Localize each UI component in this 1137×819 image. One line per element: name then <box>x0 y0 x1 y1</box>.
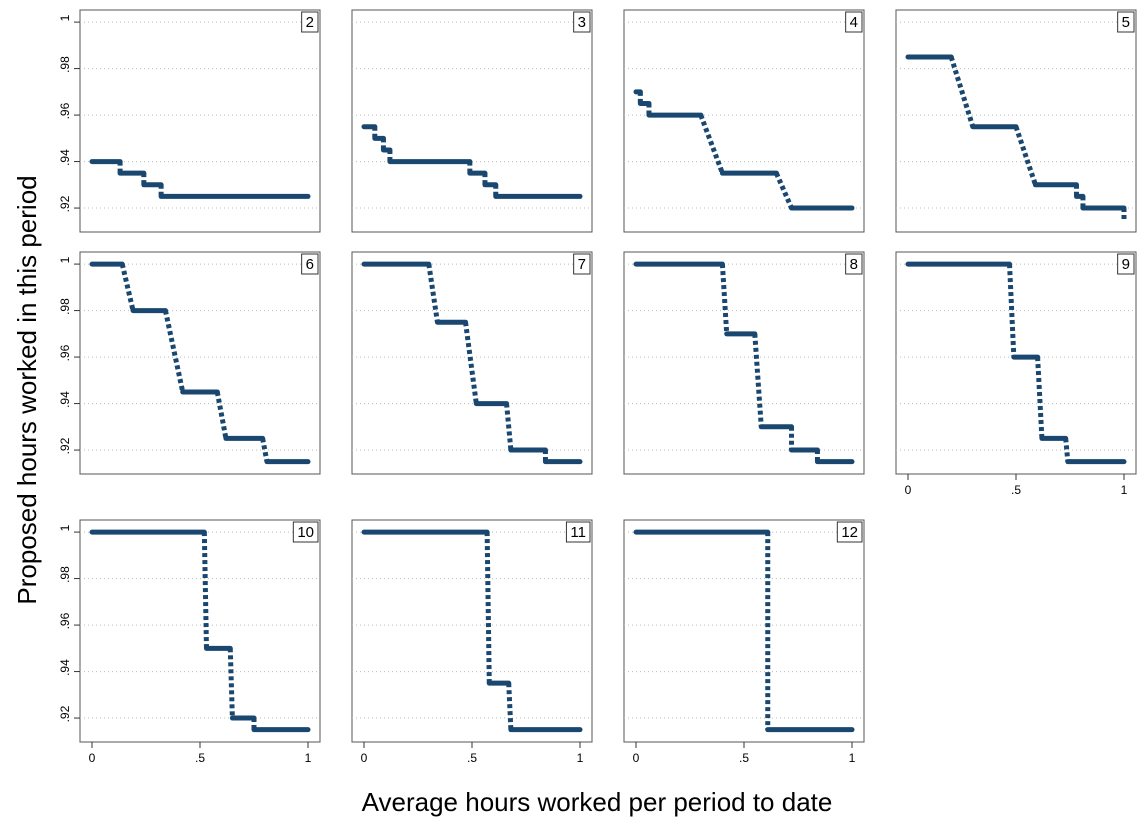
x-tick-label: 1 <box>1121 483 1128 497</box>
panel-label: 5 <box>1122 14 1130 31</box>
x-axis-title: Average hours worked per period to date <box>362 787 833 817</box>
panel-label-box <box>301 11 319 33</box>
step-drop <box>214 391 229 439</box>
y-tick-label: .94 <box>58 391 72 408</box>
x-tick-label: .5 <box>739 751 749 765</box>
step-drop <box>227 648 235 719</box>
y-tick-label: .94 <box>58 659 72 676</box>
step-drop <box>752 333 764 427</box>
y-tick-label: .96 <box>58 102 72 119</box>
x-tick-label: 0 <box>633 751 640 765</box>
x-tick-label: .5 <box>467 751 477 765</box>
step-drop <box>504 403 514 451</box>
panel-label-box <box>1117 253 1135 275</box>
panel-label: 7 <box>578 256 586 273</box>
y-tick-label: .94 <box>58 149 72 166</box>
panel-label: 2 <box>306 14 314 31</box>
panel-label-box <box>845 11 863 33</box>
panel-label: 11 <box>570 524 586 541</box>
panel-label-box <box>845 253 863 275</box>
step-drop <box>426 263 440 323</box>
step-drop <box>698 114 725 175</box>
panel-frame <box>351 519 593 743</box>
x-tick-label: 1 <box>577 751 584 765</box>
panel-frame <box>79 519 321 743</box>
y-tick-label: .98 <box>58 298 72 315</box>
step-drop <box>948 56 976 128</box>
step-drop <box>119 263 136 312</box>
panel-label: 4 <box>850 14 858 31</box>
x-tick-label: 1 <box>305 751 312 765</box>
panel-frame <box>623 519 865 743</box>
panel-label-box <box>292 521 319 543</box>
panel-label: 3 <box>578 14 586 31</box>
x-tick-label: 1 <box>849 751 856 765</box>
panel: 0 .5 1 12 <box>623 519 865 765</box>
step-drop <box>719 263 730 334</box>
y-tick-label: 1 <box>58 256 72 263</box>
panel-label-box <box>573 11 591 33</box>
panel-label-box <box>301 253 319 275</box>
x-tick-label: 0 <box>905 483 912 497</box>
y-tick-label: 1 <box>58 14 72 21</box>
panel: 7 <box>351 251 593 475</box>
panel: 0 .5 1 9 <box>895 251 1137 497</box>
step-drop <box>1013 125 1038 186</box>
step-drop <box>1063 438 1071 462</box>
y-tick-label: 1 <box>58 524 72 531</box>
panel-label: 9 <box>1122 256 1130 273</box>
panel: 8 <box>623 251 865 475</box>
step-drop <box>1007 263 1017 358</box>
y-tick-label: .96 <box>58 344 72 361</box>
panel-frame <box>351 251 593 475</box>
y-tick-label: .98 <box>58 56 72 73</box>
y-tick-label: .96 <box>58 612 72 629</box>
step-drop <box>774 172 794 210</box>
panel-frame <box>623 9 865 233</box>
y-tick-label: .98 <box>58 566 72 583</box>
panel-label-box <box>1117 11 1135 33</box>
y-tick-label: .92 <box>58 705 72 722</box>
panel-label: 6 <box>306 256 314 273</box>
panel-frame <box>895 251 1137 475</box>
panel-frame <box>895 9 1137 233</box>
panel: .92 .94 .96 .98 1 2 <box>58 9 321 233</box>
panel-label: 8 <box>850 256 858 273</box>
panel-label-box <box>573 253 591 275</box>
panel-label-box <box>836 521 863 543</box>
panel: 3 <box>351 9 593 233</box>
y-axis-title: Proposed hours worked in this period <box>12 175 42 604</box>
panel-label: 10 <box>297 524 314 541</box>
panel: 4 <box>623 9 865 233</box>
x-tick-label: .5 <box>1011 483 1021 497</box>
y-tick-label: .92 <box>58 195 72 212</box>
panel: .92 .94 .96 .98 1 6 <box>58 251 321 475</box>
panel-frame <box>623 251 865 475</box>
panel-frame <box>79 251 321 475</box>
y-tick-label: .92 <box>58 437 72 454</box>
step-drop <box>506 683 514 730</box>
x-tick-label: .5 <box>195 751 205 765</box>
step-drop <box>201 532 209 649</box>
step-drop <box>260 437 270 463</box>
panel: 0.5 111 <box>351 519 593 765</box>
x-tick-label: 0 <box>89 751 96 765</box>
panel: 5 <box>895 9 1137 233</box>
x-tick-label: 0 <box>361 751 368 765</box>
panel-label: 12 <box>841 524 858 541</box>
panel-label-box <box>565 521 591 543</box>
